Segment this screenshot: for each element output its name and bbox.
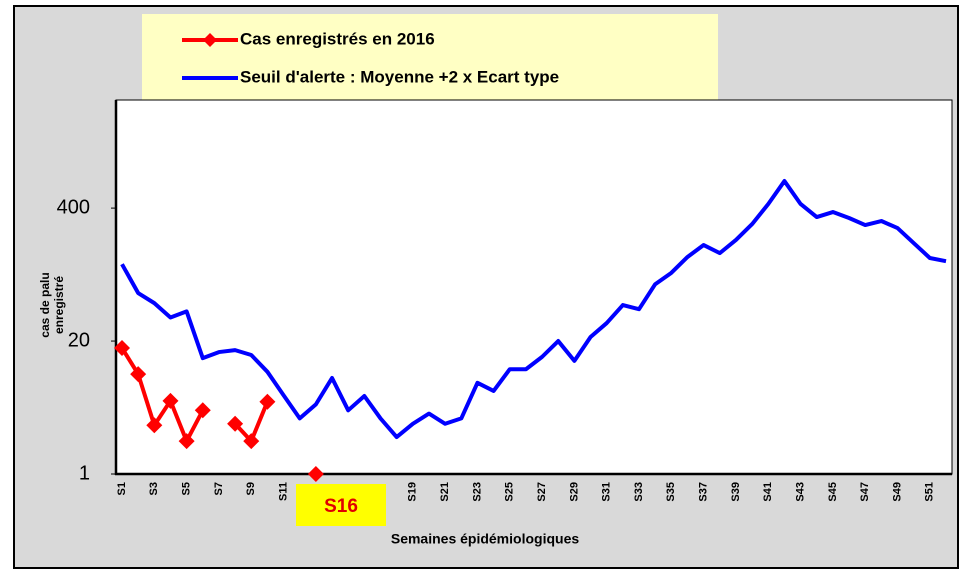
x-tick-label: S31 xyxy=(601,482,613,502)
y-tick-label: 20 xyxy=(68,329,90,351)
x-tick-label: S23 xyxy=(471,482,483,502)
x-tick-label: S11 xyxy=(277,482,289,501)
x-tick-label: S19 xyxy=(407,482,419,502)
x-axis-label: Semaines épidémiologiques xyxy=(391,531,579,547)
x-tick-label: S27 xyxy=(536,482,548,502)
x-tick-label: S29 xyxy=(568,482,580,502)
y-tick-label: 400 xyxy=(57,196,90,218)
point xyxy=(130,366,147,383)
x-tick-label: S51 xyxy=(924,482,936,502)
legend-marker xyxy=(203,33,217,47)
point xyxy=(114,340,130,357)
x-tick-label: S5 xyxy=(181,482,193,495)
x-tick-label: S3 xyxy=(148,482,160,495)
point xyxy=(307,466,324,482)
legend-box xyxy=(142,14,718,100)
y-axis-label: enregistré xyxy=(52,276,66,334)
point xyxy=(162,392,179,409)
y-axis-label: cas de palu xyxy=(38,272,52,337)
point xyxy=(194,402,211,419)
x-tick-label: S35 xyxy=(665,482,677,502)
x-tick-label: S39 xyxy=(730,482,742,502)
plot-area xyxy=(115,99,953,475)
point xyxy=(227,415,244,432)
series-line xyxy=(120,179,947,440)
annotation-box xyxy=(296,484,386,526)
x-tick-label: S1 xyxy=(116,482,128,495)
legend-label: Cas enregistrés en 2016 xyxy=(240,29,435,48)
point xyxy=(243,433,260,450)
x-tick-label: S43 xyxy=(794,482,806,502)
x-tick-label: S33 xyxy=(633,482,645,502)
x-tick-label: S21 xyxy=(439,482,451,502)
x-tick-label: S25 xyxy=(504,482,516,502)
annotation: S16 xyxy=(324,496,358,517)
x-tick-label: S41 xyxy=(762,482,774,502)
point xyxy=(178,433,195,450)
x-tick-label: S45 xyxy=(827,482,839,502)
point xyxy=(259,393,276,410)
x-tick-label: S7 xyxy=(213,482,225,495)
y-tick-label: 1 xyxy=(79,462,90,484)
x-tick-label: S9 xyxy=(245,482,257,495)
x-tick-label: S37 xyxy=(698,482,710,502)
x-tick-label: S47 xyxy=(859,482,871,502)
point xyxy=(146,417,163,434)
legend-label: Seuil d'alerte : Moyenne +2 x Ecart type xyxy=(240,67,559,86)
x-tick-label: S49 xyxy=(891,482,903,502)
